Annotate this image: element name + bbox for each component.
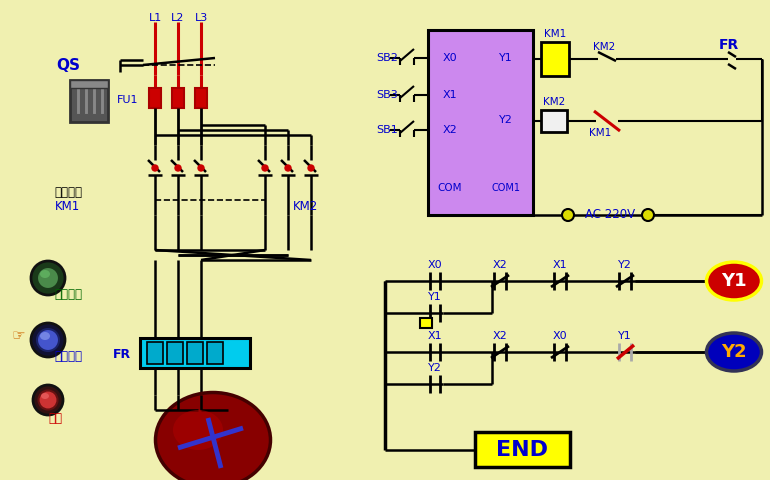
Bar [428,30,533,215]
Bar [149,88,161,108]
Ellipse shape [37,267,59,289]
Text: KM2: KM2 [543,97,565,107]
Text: Y2: Y2 [428,363,442,373]
Bar [167,342,183,364]
Text: L1: L1 [149,13,162,23]
Text: ☞: ☞ [12,328,25,344]
Bar [475,432,570,467]
Circle shape [285,165,291,171]
Bar [541,110,567,132]
Text: Y2: Y2 [721,343,747,361]
Bar [100,84,104,114]
Ellipse shape [31,323,65,357]
Ellipse shape [707,333,762,371]
Text: X1: X1 [443,90,457,100]
Text: FU1: FU1 [117,95,139,105]
Text: X0: X0 [427,260,442,270]
Circle shape [152,165,158,171]
Text: KM1: KM1 [55,200,81,213]
Text: Y1: Y1 [428,292,442,302]
Circle shape [175,165,181,171]
Text: X2: X2 [493,331,507,341]
Bar [84,84,88,114]
Bar [70,80,108,122]
Bar [207,342,223,364]
Bar [187,342,203,364]
Circle shape [198,165,204,171]
Ellipse shape [156,393,270,480]
Text: END: END [496,440,548,460]
Text: Y1: Y1 [499,53,513,63]
Text: 正向启动: 正向启动 [54,288,82,301]
Ellipse shape [31,261,65,295]
Text: X1: X1 [427,331,442,341]
Bar [195,88,207,108]
Text: QS: QS [56,58,80,72]
Ellipse shape [40,270,50,278]
Text: 反向启动: 反向启动 [54,350,82,363]
Bar [92,84,96,114]
Bar [70,80,108,88]
Text: Y1: Y1 [618,331,632,341]
Bar [140,338,250,368]
Ellipse shape [38,391,58,409]
Text: FR: FR [113,348,131,361]
Text: X2: X2 [443,125,457,135]
Bar [76,84,80,114]
Bar [147,342,163,364]
Text: 停止: 停止 [48,411,62,424]
Text: COM1: COM1 [491,183,521,193]
Text: X2: X2 [493,260,507,270]
Text: SB2: SB2 [376,53,398,63]
Text: AC 220V: AC 220V [585,208,635,221]
Bar [541,42,569,76]
Text: KM1: KM1 [544,29,566,39]
Text: Y1: Y1 [721,272,747,290]
Circle shape [562,209,574,221]
Text: Y2: Y2 [618,260,632,270]
Text: SB1: SB1 [376,125,398,135]
Ellipse shape [33,385,63,415]
Text: KM2: KM2 [293,200,317,213]
Bar [172,88,184,108]
Ellipse shape [41,393,49,399]
Ellipse shape [40,332,50,340]
Text: Y2: Y2 [499,115,513,125]
Text: X0: X0 [553,331,567,341]
Circle shape [642,209,654,221]
Circle shape [262,165,268,171]
Text: X0: X0 [443,53,457,63]
Text: L2: L2 [171,13,185,23]
Text: FR: FR [719,38,739,52]
Bar [420,318,432,328]
Ellipse shape [707,262,762,300]
Circle shape [308,165,314,171]
Text: 电源开关: 电源开关 [54,185,82,199]
Text: KM1: KM1 [589,128,611,138]
Text: KM2: KM2 [593,42,615,52]
Ellipse shape [173,410,223,450]
Ellipse shape [37,329,59,351]
Text: X1: X1 [553,260,567,270]
Text: SB3: SB3 [376,90,398,100]
Text: COM: COM [438,183,462,193]
Text: L3: L3 [194,13,208,23]
